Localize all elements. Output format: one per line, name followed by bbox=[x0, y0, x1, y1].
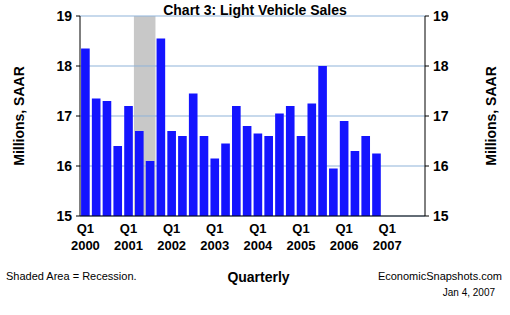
bar bbox=[243, 126, 252, 216]
y2-axis-title: Millions, SAAR bbox=[483, 66, 499, 166]
tick-mark bbox=[425, 16, 429, 17]
x-tick-label-line: 2006 bbox=[330, 238, 359, 253]
x-tick-label-line: 2002 bbox=[157, 238, 186, 253]
bar bbox=[103, 101, 112, 216]
title: Chart 3: Light Vehicle Sales bbox=[163, 2, 347, 18]
tick-mark bbox=[425, 116, 429, 117]
bars bbox=[81, 39, 381, 217]
annotation: Shaded Area = Recession. bbox=[6, 270, 137, 282]
x-tick-label-line: 2005 bbox=[287, 238, 316, 253]
tick-label: 18 bbox=[56, 58, 72, 74]
x-tick-label: Q1 2004 bbox=[243, 221, 273, 253]
x-tick-label-line: Q1 bbox=[379, 221, 396, 236]
bar bbox=[329, 169, 338, 217]
bar bbox=[351, 151, 360, 216]
bar bbox=[178, 136, 187, 216]
tick-label: 16 bbox=[433, 158, 449, 174]
tick-mark bbox=[425, 166, 429, 167]
bar bbox=[146, 161, 155, 216]
bar bbox=[254, 134, 263, 217]
bar bbox=[318, 66, 327, 216]
bar bbox=[361, 136, 370, 216]
bar bbox=[200, 136, 209, 216]
annotation: EconomicSnapshots.com bbox=[378, 270, 502, 282]
grid-line bbox=[80, 216, 425, 217]
tick-label: 15 bbox=[433, 208, 449, 224]
x-tick-label: Q1 2002 bbox=[157, 221, 186, 253]
x-tick-label-line: 2007 bbox=[373, 238, 402, 253]
bar bbox=[340, 121, 349, 216]
x-tick-label-line: Q1 bbox=[335, 221, 352, 236]
x-tick-label: Q1 2007 bbox=[373, 221, 402, 253]
tick-mark bbox=[425, 66, 429, 67]
bar bbox=[221, 144, 230, 217]
bar bbox=[92, 99, 101, 217]
x-tick-label-line: 2003 bbox=[200, 238, 229, 253]
bar bbox=[189, 94, 198, 217]
x-tick-label: Q1 2000 bbox=[71, 221, 100, 253]
chart: 15151616171718181919Q12000Q12001Q12002Q1… bbox=[0, 0, 510, 315]
tick-label: 17 bbox=[56, 108, 72, 124]
tick-mark bbox=[76, 16, 80, 17]
bar bbox=[135, 131, 144, 216]
bar bbox=[124, 106, 133, 216]
x-tick-label: Q1 2006 bbox=[330, 221, 359, 253]
bar bbox=[307, 104, 316, 217]
tick-label: 17 bbox=[433, 108, 449, 124]
y-axis-title: Millions, SAAR bbox=[11, 66, 27, 166]
tick-label: 19 bbox=[433, 8, 449, 24]
x-tick-label-line: Q1 bbox=[120, 221, 137, 236]
x-tick-label-line: Q1 bbox=[206, 221, 223, 236]
x-tick-label: Q1 2005 bbox=[287, 221, 316, 253]
bar bbox=[81, 49, 90, 217]
tick-mark bbox=[425, 216, 429, 217]
tick-mark bbox=[76, 166, 80, 167]
bar bbox=[210, 159, 219, 217]
bar bbox=[275, 114, 284, 217]
tick-label: 16 bbox=[56, 158, 72, 174]
bar bbox=[232, 106, 241, 216]
x-tick-label-line: 2004 bbox=[243, 238, 273, 253]
annotation: Jan 4, 2007 bbox=[443, 287, 496, 298]
x-tick-label-line: 2001 bbox=[114, 238, 143, 253]
bar bbox=[372, 154, 381, 217]
bar bbox=[157, 39, 166, 217]
x-tick-label: Q1 2001 bbox=[114, 221, 143, 253]
bar bbox=[264, 136, 273, 216]
x-tick-label-line: Q1 bbox=[292, 221, 309, 236]
tick-mark bbox=[76, 216, 80, 217]
x-tick-label-line: Q1 bbox=[77, 221, 94, 236]
bar bbox=[297, 136, 306, 216]
bar bbox=[113, 146, 122, 216]
bar bbox=[167, 131, 176, 216]
tick-mark bbox=[76, 116, 80, 117]
tick-label: 19 bbox=[56, 8, 72, 24]
tick-label: 18 bbox=[433, 58, 449, 74]
x-tick-label-line: Q1 bbox=[163, 221, 180, 236]
x-axis-title: Quarterly bbox=[227, 269, 289, 285]
x-tick-label: Q1 2003 bbox=[200, 221, 229, 253]
y2-axis bbox=[425, 16, 426, 216]
x-axis bbox=[80, 216, 425, 217]
grid-line bbox=[80, 66, 425, 67]
y-axis bbox=[80, 16, 81, 216]
tick-mark bbox=[76, 66, 80, 67]
x-tick-label-line: Q1 bbox=[249, 221, 266, 236]
tick-label: 15 bbox=[56, 208, 72, 224]
x-tick-label-line: 2000 bbox=[71, 238, 100, 253]
bar bbox=[286, 106, 295, 216]
